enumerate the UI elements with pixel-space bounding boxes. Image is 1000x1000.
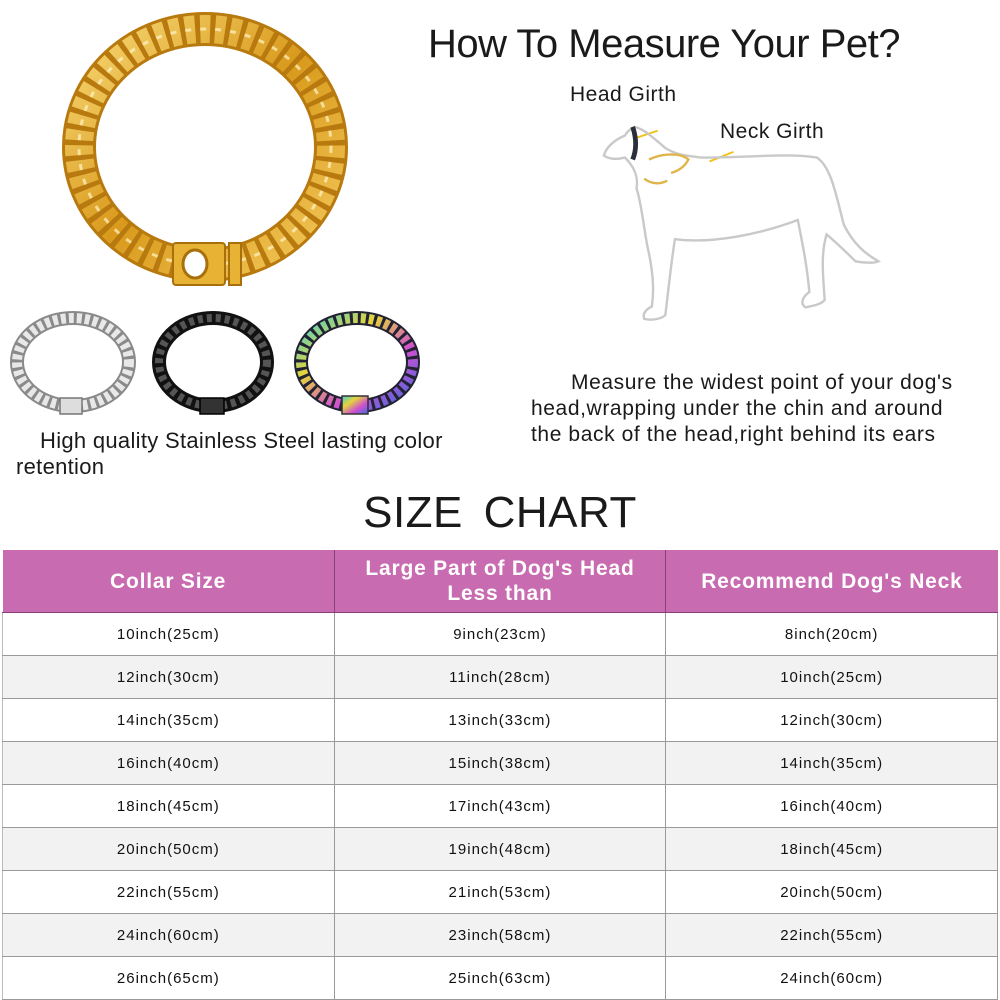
size-chart-title: SIZE CHART	[363, 488, 637, 537]
head-size-cell: 25inch(63cm)	[333, 956, 667, 1000]
head-size-cell: 17inch(43cm)	[333, 784, 667, 828]
silver-collar-image	[10, 311, 136, 415]
neck-girth-label: Neck Girth	[720, 120, 825, 143]
dog-outline-diagram	[602, 125, 881, 321]
rainbow-collar-image	[294, 311, 420, 415]
table-row: 10inch(25cm) 9inch(23cm) 8inch(20cm)	[2, 612, 998, 656]
collar-size-cell: 18inch(45cm)	[2, 784, 335, 828]
column-header-collar-size: Collar Size	[2, 550, 335, 613]
collar-size-cell: 26inch(65cm)	[2, 956, 335, 1000]
collar-size-cell: 24inch(60cm)	[2, 913, 335, 957]
table-row: 18inch(45cm) 17inch(43cm) 16inch(40cm)	[2, 784, 998, 828]
neck-size-cell: 8inch(20cm)	[665, 612, 998, 656]
head-size-cell: 15inch(38cm)	[333, 741, 667, 785]
neck-size-cell: 20inch(50cm)	[665, 870, 998, 914]
column-header-head-size: Large Part of Dog's Head Less than	[334, 550, 667, 613]
table-row: 16inch(40cm) 15inch(38cm) 14inch(35cm)	[2, 741, 998, 785]
quality-caption-text: High quality Stainless Steel lasting col…	[16, 428, 443, 479]
table-row: 22inch(55cm) 21inch(53cm) 20inch(50cm)	[2, 870, 998, 914]
head-size-cell: 9inch(23cm)	[333, 612, 667, 656]
collar-size-cell: 20inch(50cm)	[2, 827, 335, 871]
page-title: How To Measure Your Pet?	[428, 22, 901, 66]
head-size-cell: 21inch(53cm)	[333, 870, 667, 914]
collar-size-cell: 12inch(30cm)	[2, 655, 335, 699]
table-row: 12inch(30cm) 11inch(28cm) 10inch(25cm)	[2, 655, 998, 699]
table-row: 14inch(35cm) 13inch(33cm) 12inch(30cm)	[2, 698, 998, 742]
size-chart-table: Collar Size Large Part of Dog's Head Les…	[2, 550, 998, 1000]
neck-size-cell: 12inch(30cm)	[665, 698, 998, 742]
quality-caption: High quality Stainless Steel lasting col…	[16, 428, 446, 480]
collar-size-cell: 14inch(35cm)	[2, 698, 335, 742]
column-header-neck-size: Recommend Dog's Neck	[665, 550, 998, 613]
head-size-cell: 13inch(33cm)	[333, 698, 667, 742]
neck-size-cell: 16inch(40cm)	[665, 784, 998, 828]
table-row: 20inch(50cm) 19inch(48cm) 18inch(45cm)	[2, 827, 998, 871]
table-header-row: Collar Size Large Part of Dog's Head Les…	[2, 550, 998, 613]
head-girth-label: Head Girth	[570, 83, 677, 106]
neck-size-cell: 18inch(45cm)	[665, 827, 998, 871]
measure-instructions-text: Measure the widest point of your dog's h…	[531, 371, 953, 446]
table-row: 26inch(65cm) 25inch(63cm) 24inch(60cm)	[2, 956, 998, 1000]
measure-instructions: Measure the widest point of your dog's h…	[531, 370, 971, 448]
neck-size-cell: 24inch(60cm)	[665, 956, 998, 1000]
neck-size-cell: 22inch(55cm)	[665, 913, 998, 957]
head-size-cell: 23inch(58cm)	[333, 913, 667, 957]
head-size-cell: 19inch(48cm)	[333, 827, 667, 871]
collar-size-cell: 22inch(55cm)	[2, 870, 335, 914]
black-collar-image	[152, 311, 274, 415]
gold-chain-collar-image	[62, 12, 348, 286]
head-size-cell: 11inch(28cm)	[333, 655, 667, 699]
neck-size-cell: 10inch(25cm)	[665, 655, 998, 699]
collar-size-cell: 10inch(25cm)	[2, 612, 335, 656]
neck-size-cell: 14inch(35cm)	[665, 741, 998, 785]
table-row: 24inch(60cm) 23inch(58cm) 22inch(55cm)	[2, 913, 998, 957]
collar-size-cell: 16inch(40cm)	[2, 741, 335, 785]
